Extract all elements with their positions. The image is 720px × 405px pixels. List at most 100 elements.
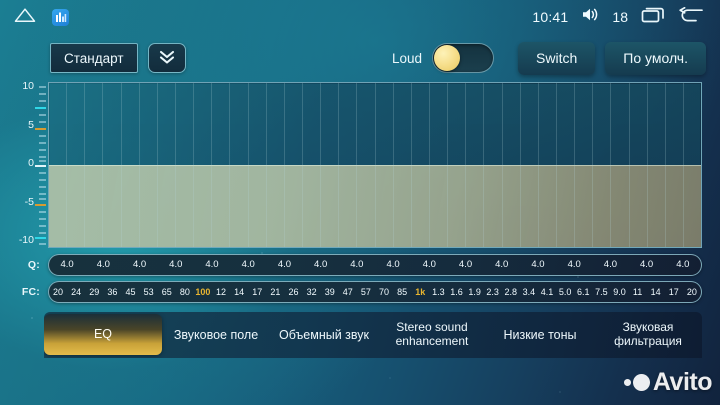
- switch-button[interactable]: Switch: [518, 41, 596, 75]
- gridline: [357, 83, 376, 247]
- app-badge-icon[interactable]: [52, 8, 69, 26]
- q-value[interactable]: 4.0: [422, 259, 436, 271]
- fc-value[interactable]: 4.1: [540, 286, 554, 297]
- gridline: [230, 83, 249, 247]
- gridline: [176, 83, 195, 247]
- fc-row: FC: 20 24 29 36 45 53 65 80 100 12 14 17 21 26 32 39 47 5…: [8, 281, 702, 303]
- gridline: [376, 83, 394, 247]
- fc-value[interactable]: 1k: [415, 286, 426, 297]
- fc-value[interactable]: 65: [161, 286, 172, 297]
- gridline: [484, 83, 503, 247]
- q-value[interactable]: 4.0: [314, 259, 328, 271]
- fc-row-label: FC:: [21, 286, 40, 298]
- eq-plot-area[interactable]: [48, 82, 702, 248]
- fc-value[interactable]: 100: [195, 286, 211, 297]
- q-value[interactable]: 4.0: [60, 259, 74, 271]
- gridline: [611, 83, 630, 247]
- fc-value[interactable]: 2.8: [504, 286, 518, 297]
- gridline: [648, 83, 666, 247]
- tab-bar: EQ Звуковое поле Объемный звук Stereo sound…: [44, 312, 702, 358]
- home-icon[interactable]: [14, 7, 36, 28]
- q-value[interactable]: 4.0: [169, 259, 183, 271]
- control-row: Стандарт Loud Switch По умолч.: [0, 34, 720, 82]
- back-arrow-icon[interactable]: [678, 6, 704, 28]
- q-row: Q: 4.0 4.0 4.0 4.0 4.0 4.0 4.0 4.0 4.0 4.0 4.0 4.0 4…: [8, 254, 702, 276]
- q-value[interactable]: 4.0: [640, 259, 654, 271]
- y-tick-label: -10: [18, 234, 34, 246]
- q-value-list[interactable]: 4.0 4.0 4.0 4.0 4.0 4.0 4.0 4.0 4.0 4.0 4.0 4.0 4.0 4…: [48, 254, 702, 276]
- recent-apps-icon[interactable]: [641, 7, 665, 28]
- q-value[interactable]: 4.0: [567, 259, 581, 271]
- gridline: [249, 83, 267, 247]
- fc-value[interactable]: 7.5: [595, 286, 608, 297]
- fc-value[interactable]: 36: [107, 286, 118, 297]
- q-value[interactable]: 4.0: [386, 259, 400, 271]
- fc-value[interactable]: 12: [216, 286, 227, 297]
- q-value[interactable]: 4.0: [676, 259, 690, 271]
- fc-value[interactable]: 14: [234, 286, 245, 297]
- gridline: [593, 83, 612, 247]
- fc-value[interactable]: 5.0: [558, 286, 572, 297]
- gridline: [412, 83, 430, 247]
- fc-value[interactable]: 29: [89, 286, 100, 297]
- fc-value[interactable]: 53: [143, 286, 154, 297]
- fc-value[interactable]: 57: [360, 286, 371, 297]
- clock: 10:41: [532, 9, 569, 25]
- preset-button[interactable]: Стандарт: [50, 43, 138, 73]
- tab-звуковая-фильтрация[interactable]: Звуковая фильтрация: [614, 320, 682, 348]
- parameter-rows: Q: 4.0 4.0 4.0 4.0 4.0 4.0 4.0 4.0 4.0 4.0 4.0 4.0 4…: [0, 248, 720, 303]
- volume-icon[interactable]: [581, 7, 599, 27]
- fc-value[interactable]: 14: [650, 286, 661, 297]
- q-value[interactable]: 4.0: [458, 259, 473, 271]
- fc-value[interactable]: 1.3: [432, 286, 445, 297]
- fc-value-list[interactable]: 20 24 29 36 45 53 65 80 100 12 14 17 21 26 32 39 47 57 70 8…: [48, 281, 702, 303]
- fc-value[interactable]: 17: [252, 286, 263, 297]
- tab-объемный-звук[interactable]: Объемный звук: [279, 327, 369, 342]
- fc-value[interactable]: 85: [397, 286, 408, 297]
- fc-value[interactable]: 20: [686, 286, 697, 297]
- gridline: [321, 83, 340, 247]
- q-value[interactable]: 4.0: [350, 259, 364, 271]
- q-value[interactable]: 4.0: [531, 259, 545, 271]
- fc-value[interactable]: 1.6: [450, 286, 463, 297]
- fc-value[interactable]: 24: [71, 286, 82, 297]
- tab-eq[interactable]: EQ: [44, 314, 162, 355]
- gridline: [521, 83, 539, 247]
- tab-низкие-тоны[interactable]: Низкие тоны: [503, 327, 577, 342]
- eq-graph: 10 5 0 -5 -10: [0, 80, 720, 248]
- loudness-toggle[interactable]: [432, 43, 495, 73]
- fc-value[interactable]: 11: [632, 286, 643, 297]
- q-value[interactable]: 4.0: [96, 259, 110, 271]
- fc-value[interactable]: 9.0: [613, 286, 626, 297]
- fc-value[interactable]: 80: [179, 286, 190, 297]
- fc-value[interactable]: 32: [306, 286, 317, 297]
- y-tick-label: 10: [22, 80, 34, 92]
- y-axis: 10 5 0 -5 -10: [8, 80, 48, 248]
- fc-value[interactable]: 26: [288, 286, 299, 297]
- fc-value[interactable]: 47: [342, 286, 353, 297]
- fc-value[interactable]: 1.9: [468, 286, 481, 297]
- fc-value[interactable]: 39: [324, 286, 335, 297]
- fc-value[interactable]: 17: [668, 286, 679, 297]
- watermark-text: Avito: [652, 368, 713, 396]
- q-value[interactable]: 4.0: [241, 259, 255, 271]
- q-value[interactable]: 4.0: [132, 259, 147, 271]
- fc-value[interactable]: 20: [53, 286, 64, 297]
- fc-value[interactable]: 3.4: [522, 286, 536, 297]
- loudness-group: Loud: [392, 43, 495, 73]
- fc-value[interactable]: 70: [379, 286, 390, 297]
- gridline: [684, 83, 701, 247]
- tab-звуковое-поле[interactable]: Звуковое поле: [173, 327, 259, 342]
- preset-dropdown-button[interactable]: [147, 43, 186, 73]
- gridline: [339, 83, 358, 247]
- fc-value[interactable]: 45: [125, 286, 136, 297]
- q-value[interactable]: 4.0: [205, 259, 219, 271]
- default-button[interactable]: По умолч.: [605, 41, 706, 75]
- tab-stereo-sound-enhancement[interactable]: Stereo sound enhancement: [395, 320, 469, 348]
- q-value[interactable]: 4.0: [495, 259, 509, 271]
- fc-value[interactable]: 2.3: [486, 286, 499, 297]
- q-value[interactable]: 4.0: [603, 259, 617, 271]
- fc-value[interactable]: 21: [270, 286, 281, 297]
- q-value[interactable]: 4.0: [277, 259, 292, 271]
- fc-value[interactable]: 6.1: [576, 286, 590, 297]
